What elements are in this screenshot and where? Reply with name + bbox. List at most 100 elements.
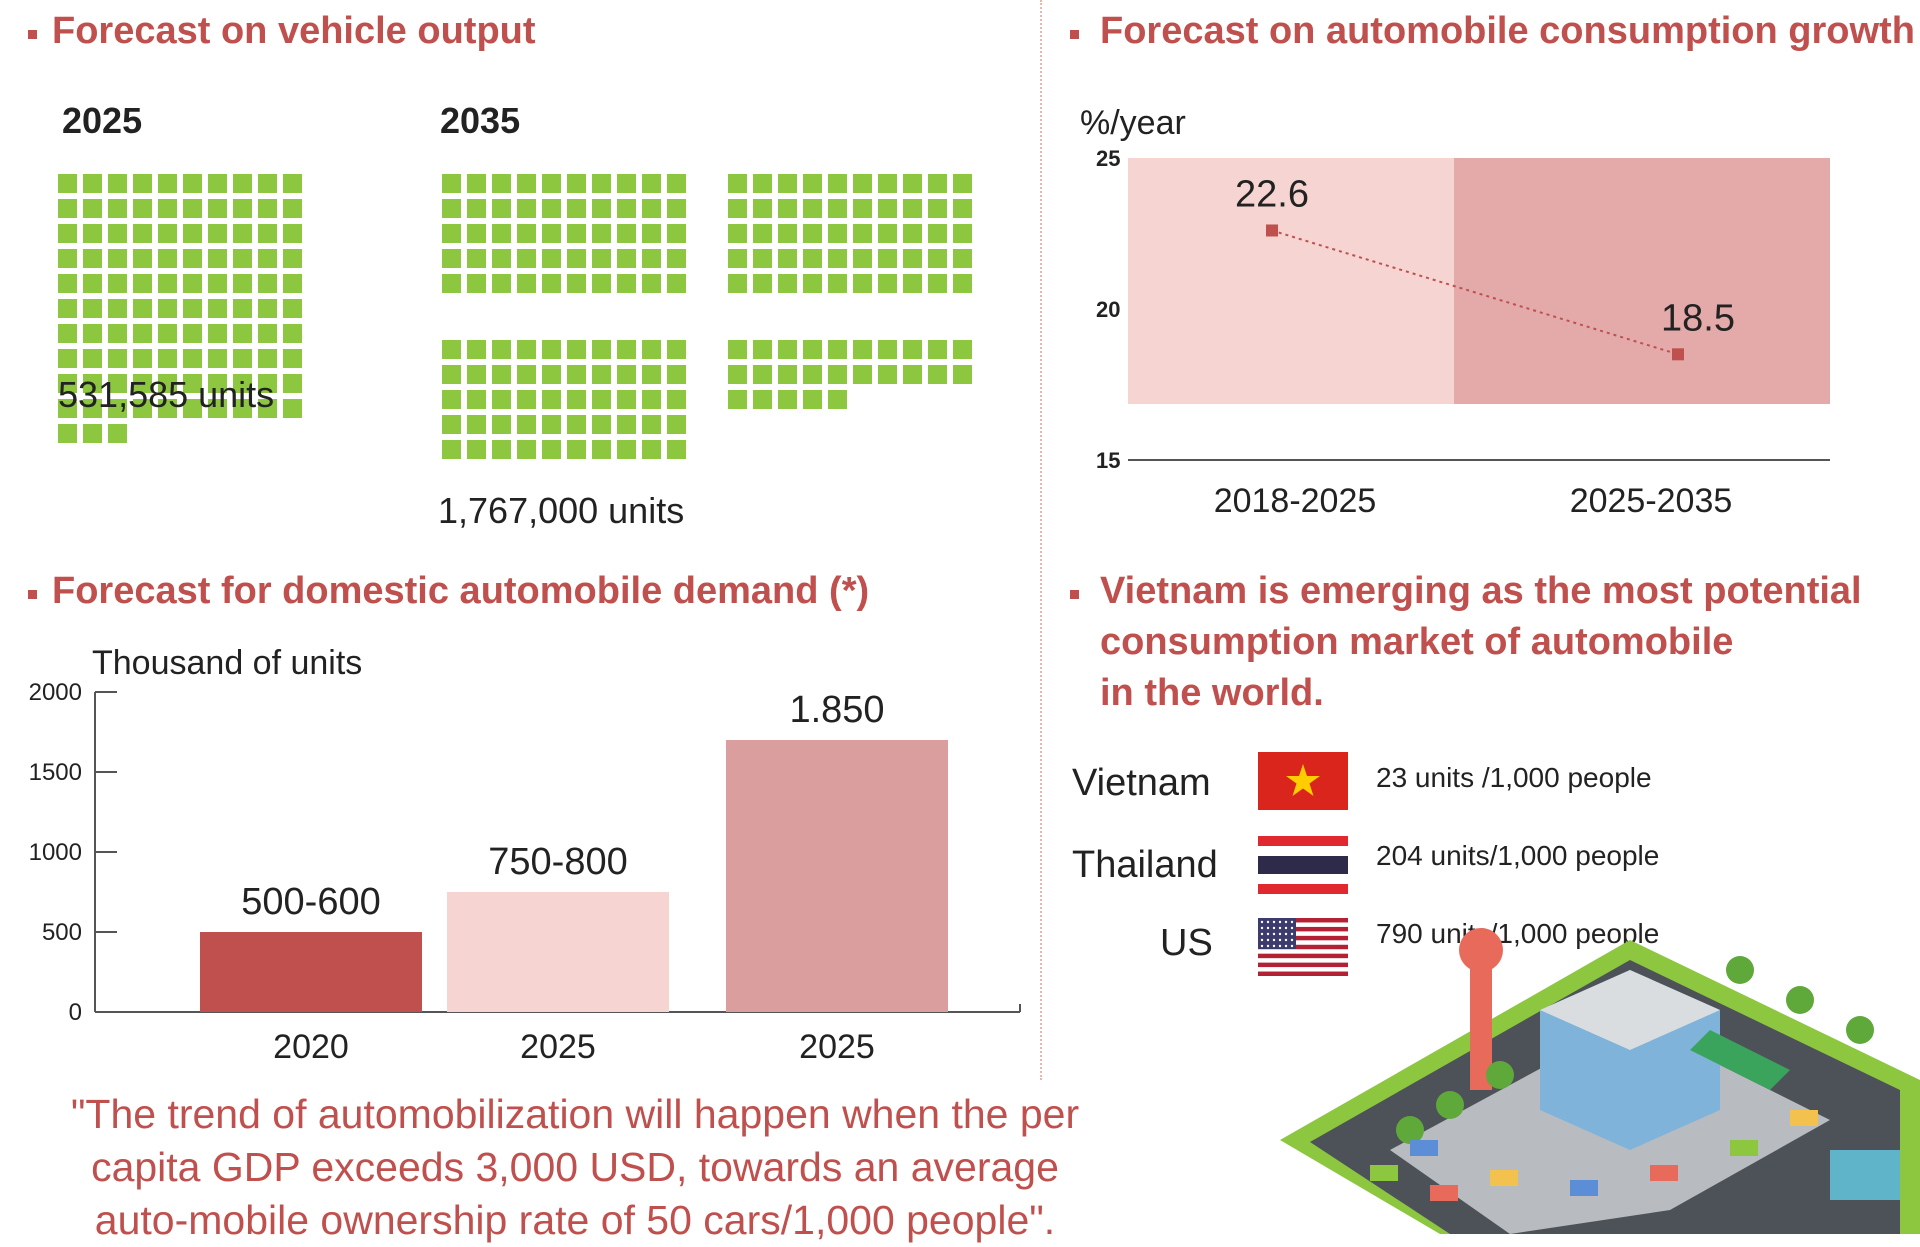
waffle-square — [208, 224, 227, 243]
y-tick-label: 1000 — [29, 839, 82, 866]
waffle-square — [828, 365, 847, 384]
waffle-square — [728, 274, 747, 293]
thailand-flag-icon — [1258, 836, 1348, 894]
emerging-market-title-line3: in the world. — [1100, 672, 1324, 714]
waffle-square — [753, 224, 772, 243]
waffle-square — [903, 340, 922, 359]
waffle-square — [442, 249, 461, 268]
waffle-square — [828, 249, 847, 268]
waffle-square — [667, 340, 686, 359]
waffle-square — [467, 274, 486, 293]
waffle-square — [258, 224, 277, 243]
waffle-square — [208, 199, 227, 218]
waffle-square — [58, 399, 77, 418]
waffle-square — [642, 390, 661, 409]
waffle-square — [642, 274, 661, 293]
waffle-square — [617, 274, 636, 293]
waffle-square — [58, 249, 77, 268]
waffle-square — [878, 340, 897, 359]
waffle-square — [283, 374, 302, 393]
waffle-square — [878, 174, 897, 193]
vietnam-ownership-rate: 23 units /1,000 people — [1376, 762, 1652, 793]
waffle-square — [133, 224, 152, 243]
waffle-square — [803, 340, 822, 359]
x-category-label: 2025 — [520, 1028, 596, 1066]
waffle-square — [258, 324, 277, 343]
waffle-square — [803, 199, 822, 218]
waffle-square — [108, 324, 127, 343]
waffle-square — [953, 274, 972, 293]
waffle-square — [778, 340, 797, 359]
waffle-square — [442, 390, 461, 409]
country-thailand-label: Thailand — [1072, 844, 1218, 886]
waffle-square — [517, 274, 536, 293]
waffle-square — [58, 324, 77, 343]
waffle-square — [567, 199, 586, 218]
waffle-square — [108, 174, 127, 193]
waffle-square — [158, 174, 177, 193]
waffle-square — [878, 224, 897, 243]
units-2025-label: 531,585 units — [58, 374, 275, 415]
waffle-square — [108, 199, 127, 218]
waffle-square — [592, 340, 611, 359]
waffle-square — [467, 174, 486, 193]
emerging-market-title-line1: Vietnam is emerging as the most potentia… — [1100, 570, 1862, 612]
waffle-square — [58, 299, 77, 318]
waffle-square — [183, 324, 202, 343]
waffle-square — [158, 349, 177, 368]
waffle-square — [667, 365, 686, 384]
band-2018-2025 — [1128, 158, 1454, 404]
waffle-square — [467, 440, 486, 459]
waffle-square — [233, 374, 252, 393]
waffle-square — [778, 365, 797, 384]
waffle-square — [903, 174, 922, 193]
waffle-square — [728, 174, 747, 193]
waffle-square — [492, 224, 511, 243]
waffle-square — [642, 249, 661, 268]
us-ownership-rate: 790 units/1,000 people — [1376, 918, 1660, 949]
waffle-square — [567, 340, 586, 359]
waffle-square — [953, 249, 972, 268]
waffle-square — [208, 374, 227, 393]
waffle-square — [133, 324, 152, 343]
waffle-square — [467, 415, 486, 434]
waffle-square — [828, 340, 847, 359]
y-tick-label: 15 — [1096, 448, 1120, 473]
y-tick-label: 20 — [1096, 297, 1120, 322]
waffle-square — [567, 390, 586, 409]
waffle-square — [283, 299, 302, 318]
waffle-square — [667, 440, 686, 459]
waffle-square — [778, 390, 797, 409]
waffle-square — [158, 324, 177, 343]
waffle-square — [208, 299, 227, 318]
waffle-square — [58, 174, 77, 193]
band-2025-2035 — [1454, 158, 1830, 404]
waffle-square — [158, 199, 177, 218]
waffle-square — [442, 440, 461, 459]
waffle-square — [258, 199, 277, 218]
waffle-square — [903, 249, 922, 268]
waffle-square — [753, 340, 772, 359]
waffle-square — [492, 199, 511, 218]
waffle-square — [58, 199, 77, 218]
waffle-square — [158, 274, 177, 293]
year-2035-label: 2035 — [440, 100, 521, 141]
waffle-square — [567, 365, 586, 384]
waffle-square — [283, 274, 302, 293]
waffle-square — [567, 174, 586, 193]
waffle-square — [567, 274, 586, 293]
waffle-square — [58, 274, 77, 293]
waffle-square — [878, 365, 897, 384]
waffle-square — [283, 174, 302, 193]
waffle-square — [258, 174, 277, 193]
waffle-square — [492, 340, 511, 359]
waffle-square — [492, 365, 511, 384]
waffle-square — [617, 199, 636, 218]
vehicle-output-title: Forecast on vehicle output — [52, 10, 536, 52]
us-flag-icon — [1258, 918, 1348, 976]
domestic-demand-title: Forecast for domestic automobile demand … — [52, 570, 870, 612]
x-category-label: 2025-2035 — [1570, 482, 1733, 516]
y-tick-label: 500 — [42, 919, 82, 946]
waffle-square — [928, 274, 947, 293]
country-vietnam-label: Vietnam — [1072, 762, 1211, 804]
